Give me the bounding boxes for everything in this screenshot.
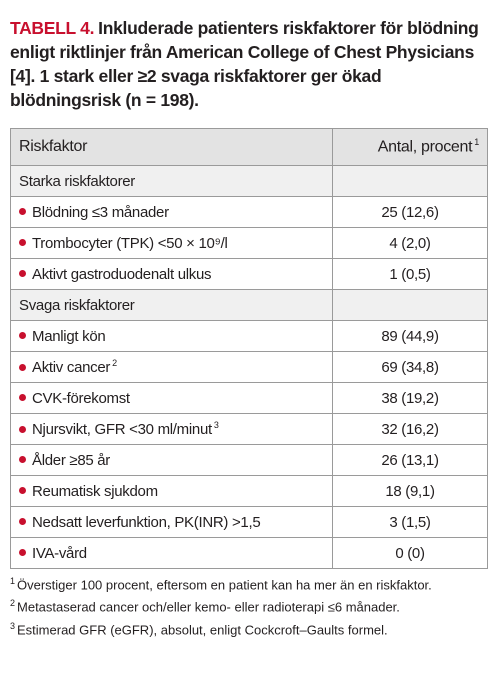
- bullet: [19, 208, 26, 216]
- risk-factor-text: Aktiv cancer: [32, 359, 111, 376]
- bullet: [19, 456, 26, 464]
- data-row: Reumatisk sjukdom 18 (9,1): [10, 475, 488, 507]
- footnote-ref: 1: [474, 137, 479, 148]
- count-percent: 4 (2,0): [332, 227, 488, 259]
- risk-factor-text: Trombocyter (TPK) <50 × 10⁹/l: [32, 234, 228, 252]
- count-percent: 3 (1,5): [332, 506, 488, 538]
- data-row: Aktivt gastroduodenalt ulkus 1 (0,5): [10, 258, 488, 290]
- bullet: [19, 487, 26, 495]
- risk-factor-text: Blödning ≤3 månader: [32, 203, 169, 221]
- footnote: 2 Metastaserad cancer och/eller kemo- ell…: [10, 594, 480, 616]
- data-row: Manligt kön 89 (44,9): [10, 320, 488, 352]
- risk-factor: Aktiv cancer 2: [10, 351, 333, 383]
- data-row: Nedsatt leverfunktion, PK(INR) >1,5 3 (1,…: [10, 506, 488, 538]
- header-cell: Antal, procent 1: [332, 128, 488, 166]
- bullet: [19, 239, 26, 247]
- table-caption: TABELL 4. Inkluderade patienters riskfakt…: [10, 16, 480, 112]
- footnote: 1 Överstiger 100 procent, eftersom en pat…: [10, 572, 480, 594]
- footnote-number: 1: [10, 576, 16, 586]
- count-percent: 26 (13,1): [332, 444, 488, 476]
- risk-factor: IVA-vård: [10, 537, 333, 569]
- section-row: Starka riskfaktorer: [10, 165, 488, 197]
- footnote: 3 Estimerad GFR (eGFR), absolut, enligt C…: [10, 617, 480, 639]
- section-name: Svaga riskfaktorer: [10, 289, 333, 321]
- risk-table: Riskfaktor Antal, procent 1 Starka riskfakt…: [10, 128, 488, 569]
- risk-factor: CVK-förekomst: [10, 382, 333, 414]
- bullet: [19, 394, 26, 402]
- bullet: [19, 363, 26, 371]
- risk-factor-text: IVA-vård: [32, 544, 87, 562]
- footnotes: 1 Överstiger 100 procent, eftersom en pat…: [10, 572, 480, 639]
- count-percent: 69 (34,8): [332, 351, 488, 383]
- data-row: IVA-vård 0 (0): [10, 537, 488, 569]
- count-percent: 0 (0): [332, 537, 488, 569]
- footnote-ref: 2: [112, 358, 117, 368]
- count-percent: 1 (0,5): [332, 258, 488, 290]
- data-row: Njursvikt, GFR <30 ml/minut 3 32 (16,2): [10, 413, 488, 445]
- count-percent: 38 (19,2): [332, 382, 488, 414]
- bullet: [19, 270, 26, 278]
- footnote-text: Metastaserad cancer och/eller kemo- elle…: [17, 599, 400, 615]
- footnote-number: 2: [10, 598, 16, 609]
- table-body: Riskfaktor Antal, procent 1 Starka riskfakt…: [10, 128, 488, 569]
- risk-factor: Ålder ≥85 år: [10, 444, 333, 476]
- header-cell-text: Antal, procent: [377, 138, 473, 156]
- risk-factor-text: Manligt kön: [32, 327, 106, 345]
- data-row: Blödning ≤3 månader 25 (12,6): [10, 196, 488, 228]
- section-empty: [332, 289, 488, 321]
- header-cell-text: Riskfaktor: [19, 138, 88, 155]
- risk-factor-text: Ålder ≥85 år: [32, 451, 111, 469]
- risk-factor-text: CVK-förekomst: [32, 389, 130, 407]
- footnote-text: Överstiger 100 procent, eftersom en pati…: [17, 577, 432, 593]
- risk-factor-text: Nedsatt leverfunktion, PK(INR) >1,5: [32, 513, 261, 531]
- risk-factor: Manligt kön: [10, 320, 333, 352]
- count-percent: 89 (44,9): [332, 320, 488, 352]
- bullet: [19, 549, 26, 557]
- section-row: Svaga riskfaktorer: [10, 289, 488, 321]
- section-name: Starka riskfaktorer: [10, 165, 333, 197]
- header-row: Riskfaktor Antal, procent 1: [10, 128, 488, 166]
- count-percent: 18 (9,1): [332, 475, 488, 507]
- bullet: [19, 425, 26, 433]
- risk-factor: Blödning ≤3 månader: [10, 196, 333, 228]
- risk-factor: Njursvikt, GFR <30 ml/minut 3: [10, 413, 333, 445]
- caption-label: TABELL 4.: [10, 18, 95, 38]
- data-row: Trombocyter (TPK) <50 × 10⁹/l 4 (2,0): [10, 227, 488, 259]
- bullet: [19, 332, 26, 340]
- section-empty: [332, 165, 488, 197]
- risk-factor: Reumatisk sjukdom: [10, 475, 333, 507]
- risk-factor: Trombocyter (TPK) <50 × 10⁹/l: [10, 227, 333, 259]
- caption-text: Inkluderade patienters riskfaktorer för …: [10, 18, 479, 110]
- footnote-ref: 3: [213, 420, 219, 430]
- count-percent: 32 (16,2): [332, 413, 488, 445]
- footnote-text: Estimerad GFR (eGFR), absolut, enligt Co…: [17, 621, 388, 637]
- risk-factor-text: Reumatisk sjukdom: [32, 482, 158, 500]
- header-cell: Riskfaktor: [10, 128, 333, 166]
- footnote-number: 3: [10, 620, 16, 631]
- data-row: Ålder ≥85 år 26 (13,1): [10, 444, 488, 476]
- data-row: Aktiv cancer 2 69 (34,8): [10, 351, 488, 383]
- data-row: CVK-förekomst 38 (19,2): [10, 382, 488, 414]
- risk-factor: Aktivt gastroduodenalt ulkus: [10, 258, 333, 290]
- risk-factor-text: Aktivt gastroduodenalt ulkus: [32, 265, 212, 283]
- risk-factor-text: Njursvikt, GFR <30 ml/minut: [32, 421, 212, 438]
- bullet: [19, 518, 26, 526]
- count-percent: 25 (12,6): [332, 196, 488, 228]
- risk-factor: Nedsatt leverfunktion, PK(INR) >1,5: [10, 506, 333, 538]
